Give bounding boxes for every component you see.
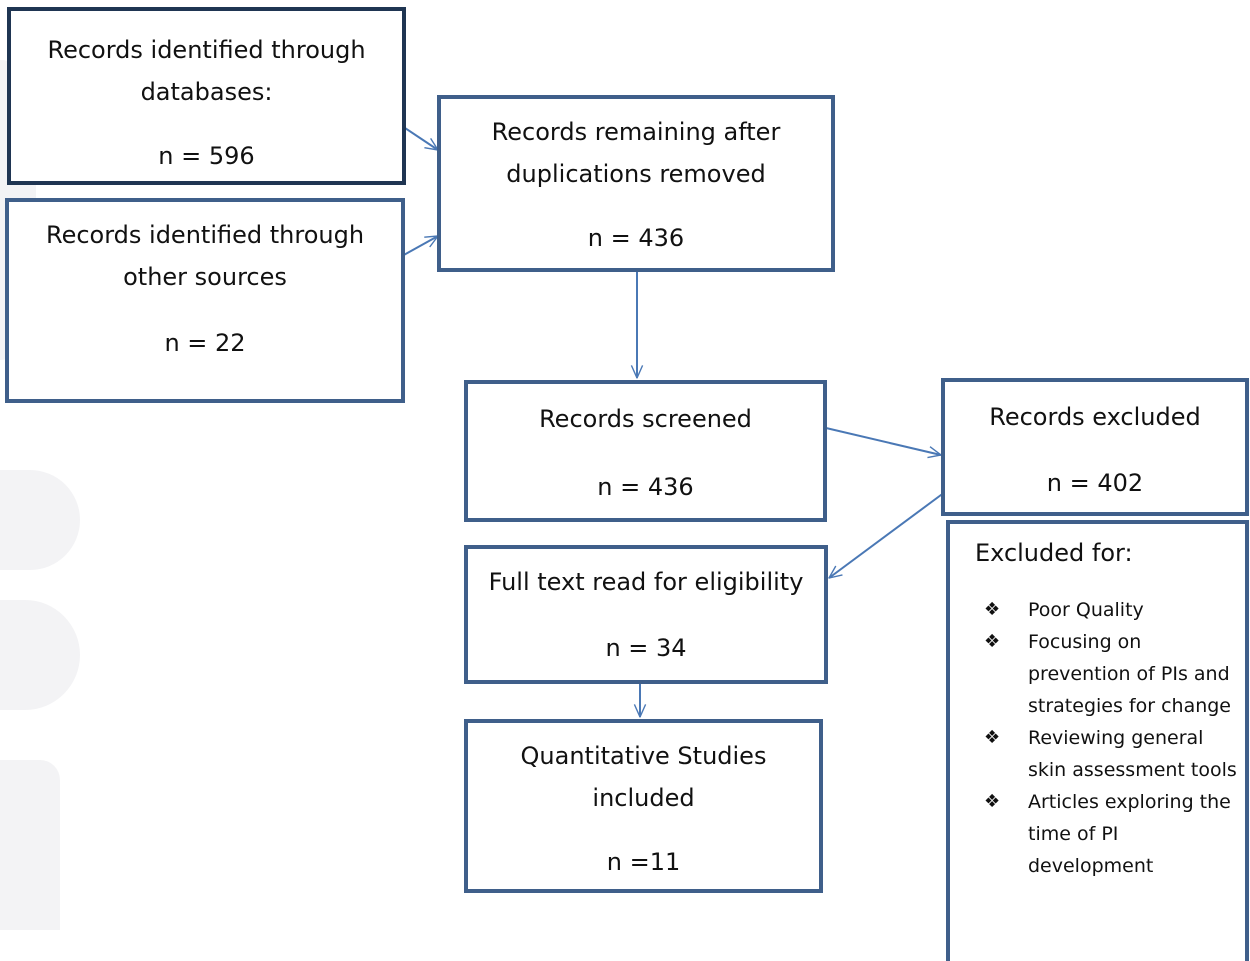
box-count: n = 596 (158, 142, 255, 170)
watermark-ring-1 (0, 470, 80, 570)
box-records-after-duplicates: Records remaining after duplications rem… (437, 95, 835, 272)
box-studies-included: Quantitative Studies included n =11 (464, 719, 823, 893)
list-item: ❖ Poor Quality (950, 594, 1245, 626)
list-item: ❖ Articles exploring the time of PI devel… (950, 786, 1245, 882)
diamond-bullet-icon: ❖ (984, 631, 1001, 652)
box-count: n = 22 (164, 329, 246, 357)
arrow-excluded-to-fulltext (829, 491, 946, 578)
diamond-bullet-icon: ❖ (984, 727, 1001, 748)
box-records-databases: Records identified through databases: n … (7, 7, 406, 185)
box-line: Records excluded (989, 403, 1201, 431)
watermark-ring-3 (0, 760, 60, 930)
box-count: n = 402 (1046, 469, 1144, 497)
box-exclusion-reasons: Excluded for: ❖ Poor Quality ❖ Focusing on… (946, 520, 1249, 961)
box-full-text-eligibility: Full text read for eligibility n = 34 (464, 545, 828, 684)
box-line: Records identified through (45, 221, 365, 249)
diamond-bullet-icon: ❖ (984, 599, 1001, 620)
reason-label: Poor Quality (1028, 599, 1144, 621)
box-count: n = 436 (597, 473, 694, 501)
exclusion-reasons-title: Excluded for: (975, 539, 1133, 567)
box-records-excluded: Records excluded n = 402 (941, 378, 1249, 516)
box-line: included (592, 784, 695, 812)
arrow-screened-to-excluded (825, 427, 941, 455)
arrow-other-to-deduplicated (401, 235, 438, 257)
box-count: n = 436 (587, 224, 685, 252)
reason-label: Reviewing general skin assessment tools (1028, 727, 1237, 781)
list-item: ❖ Focusing on prevention of PIs and strat… (950, 626, 1245, 722)
arrow-databases-to-deduplicated (401, 125, 438, 150)
box-line: other sources (123, 263, 287, 291)
box-line: duplications removed (506, 160, 766, 188)
box-records-other-sources: Records identified through other sources… (5, 198, 405, 403)
diamond-bullet-icon: ❖ (984, 791, 1001, 812)
exclusion-reasons-list: ❖ Poor Quality ❖ Focusing on prevention of… (950, 594, 1245, 882)
list-item: ❖ Reviewing general skin assessment tools (950, 722, 1245, 786)
reason-label: Articles exploring the time of PI develo… (1028, 791, 1231, 877)
box-line: Quantitative Studies (520, 742, 767, 770)
box-line: Records identified through (47, 36, 366, 64)
box-line: Full text read for eligibility (488, 568, 804, 596)
box-line: databases: (140, 78, 273, 106)
reason-label: Focusing on prevention of PIs and strate… (1028, 631, 1231, 717)
box-line: Records screened (539, 405, 752, 433)
box-count: n =11 (606, 848, 681, 876)
box-count: n = 34 (605, 634, 687, 662)
box-records-screened: Records screened n = 436 (464, 380, 827, 522)
box-line: Records remaining after (491, 118, 781, 146)
